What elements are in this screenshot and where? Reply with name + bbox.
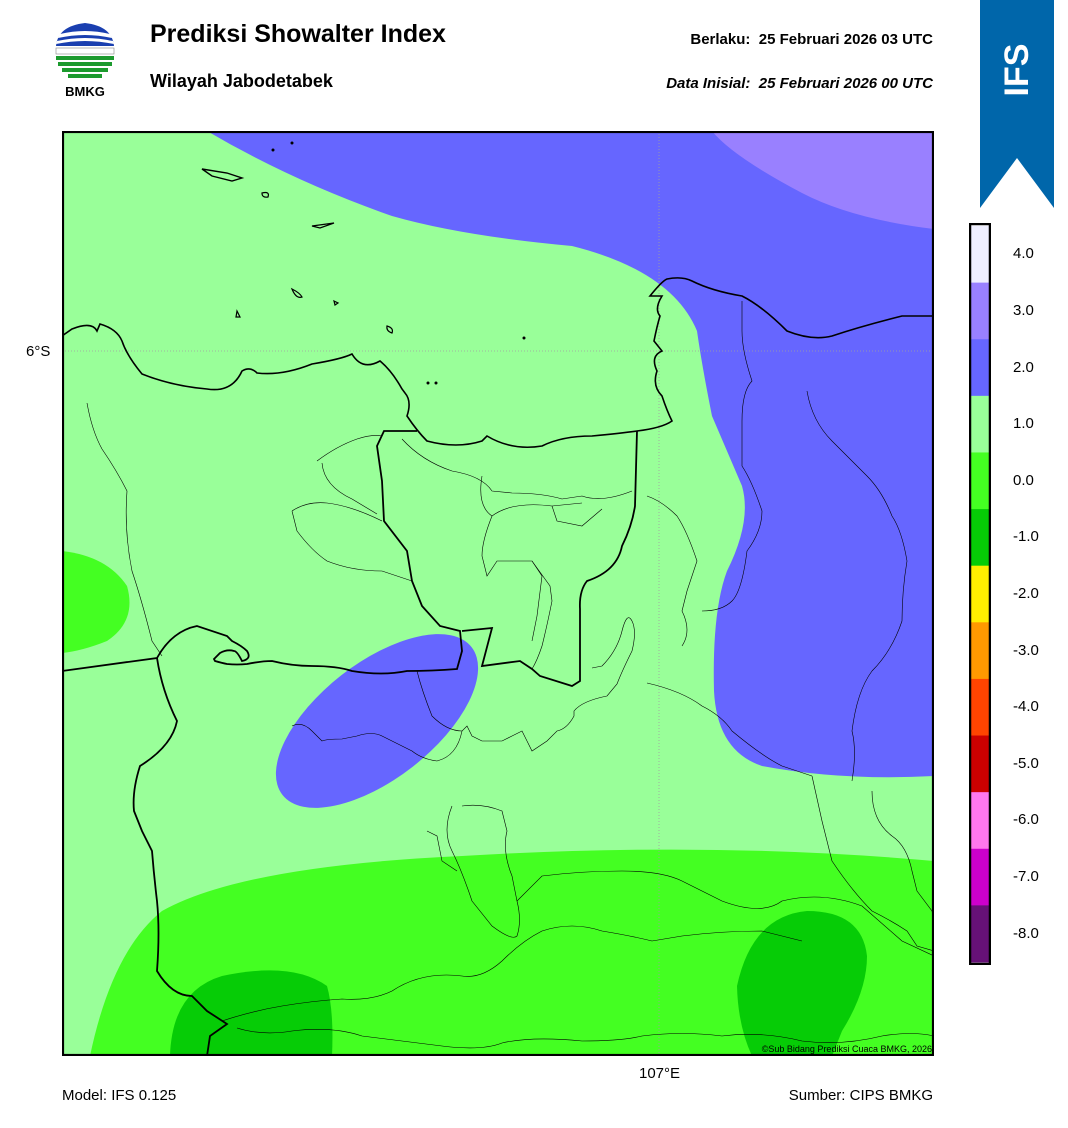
ribbon-label: IFS bbox=[980, 30, 1054, 110]
copyright-text: ©Sub Bidang Prediksi Cuaca BMKG, 2026 bbox=[761, 1044, 932, 1054]
province-border-banten bbox=[132, 657, 229, 1056]
init-label: Data Inisial: bbox=[666, 75, 751, 92]
colorbar-segment bbox=[971, 678, 989, 737]
colorbar-tick-label: 4.0 bbox=[1013, 245, 1034, 263]
source-label: Sumber: CIPS BMKG bbox=[788, 1087, 933, 1104]
colorbar-tick-label: -8.0 bbox=[1013, 924, 1039, 942]
colorbar-segment bbox=[971, 905, 989, 963]
colorbar-tick-label: -6.0 bbox=[1013, 811, 1039, 829]
island bbox=[386, 325, 394, 334]
island bbox=[311, 222, 335, 229]
colorbar-segment bbox=[971, 282, 989, 340]
province-border-dki bbox=[461, 430, 638, 687]
colorbar-tick-label: 1.0 bbox=[1013, 415, 1034, 433]
colorbar-segment bbox=[971, 509, 989, 567]
colorbar-segment bbox=[971, 792, 989, 850]
logo-text: BMKG bbox=[65, 84, 105, 99]
island bbox=[201, 168, 245, 182]
island bbox=[333, 299, 340, 306]
colorbar-tick-label: 2.0 bbox=[1013, 358, 1034, 376]
colorbar-tick-label: -5.0 bbox=[1013, 754, 1039, 772]
colorbar-segment bbox=[971, 565, 989, 623]
region-sI-1-2-east bbox=[207, 131, 934, 1056]
valid-time: Berlaku: 25 Februari 2026 03 UTC bbox=[690, 31, 933, 48]
colorbar-tick-label: -1.0 bbox=[1013, 528, 1039, 546]
page-subtitle: Wilayah Jabodetabek bbox=[150, 71, 333, 91]
island bbox=[271, 148, 275, 152]
coastline-north bbox=[62, 277, 934, 449]
colorbar-tick-label: -7.0 bbox=[1013, 868, 1039, 886]
lat-tick-label: 6°S bbox=[26, 343, 51, 360]
regency-borders bbox=[86, 301, 934, 1049]
lon-tick-label: 107°E bbox=[639, 1065, 681, 1082]
colorbar-segment bbox=[971, 622, 989, 680]
province-border-west bbox=[62, 430, 463, 675]
island bbox=[235, 309, 241, 318]
init-time-value: 25 Februari 2026 00 UTC bbox=[758, 75, 933, 92]
island bbox=[290, 141, 294, 145]
region-sI-2-3 bbox=[712, 131, 934, 229]
ribbon-text: IFS bbox=[998, 44, 1036, 97]
colorbar-tick-label: 0.0 bbox=[1013, 471, 1034, 489]
colorbar-tick-label: -4.0 bbox=[1013, 698, 1039, 716]
colorbar-segment bbox=[971, 735, 989, 793]
colorbar-segment bbox=[971, 395, 989, 453]
init-time: Data Inisial: 25 Februari 2026 00 UTC bbox=[666, 75, 933, 92]
colorbar-tick-label: -3.0 bbox=[1013, 641, 1039, 659]
colorbar-segment bbox=[971, 339, 989, 397]
colorbar-tick-label: -2.0 bbox=[1013, 585, 1039, 602]
region-sI-1-2-center bbox=[275, 634, 479, 808]
colorbar-segment bbox=[971, 848, 989, 906]
region-sI-m1-0-se bbox=[737, 911, 867, 1056]
showalter-index-map bbox=[62, 131, 934, 1056]
region-sI-0-1-west bbox=[62, 551, 130, 653]
colorbar bbox=[969, 223, 991, 965]
model-label: Model: IFS 0.125 bbox=[62, 1087, 177, 1104]
valid-time-value: 25 Februari 2026 03 UTC bbox=[758, 31, 933, 48]
colorbar-segment bbox=[971, 226, 989, 284]
island bbox=[261, 191, 269, 198]
bmkg-logo-icon bbox=[55, 23, 115, 78]
island bbox=[434, 381, 438, 385]
colorbar-tick-label: 3.0 bbox=[1013, 301, 1034, 319]
page-title: Prediksi Showalter Index bbox=[150, 20, 446, 48]
map-frame bbox=[62, 131, 934, 1056]
valid-label: Berlaku: bbox=[690, 31, 751, 48]
island bbox=[522, 336, 526, 340]
colorbar-segment bbox=[971, 452, 989, 510]
island bbox=[426, 381, 430, 385]
ifs-ribbon bbox=[980, 0, 1054, 208]
island bbox=[290, 287, 303, 298]
